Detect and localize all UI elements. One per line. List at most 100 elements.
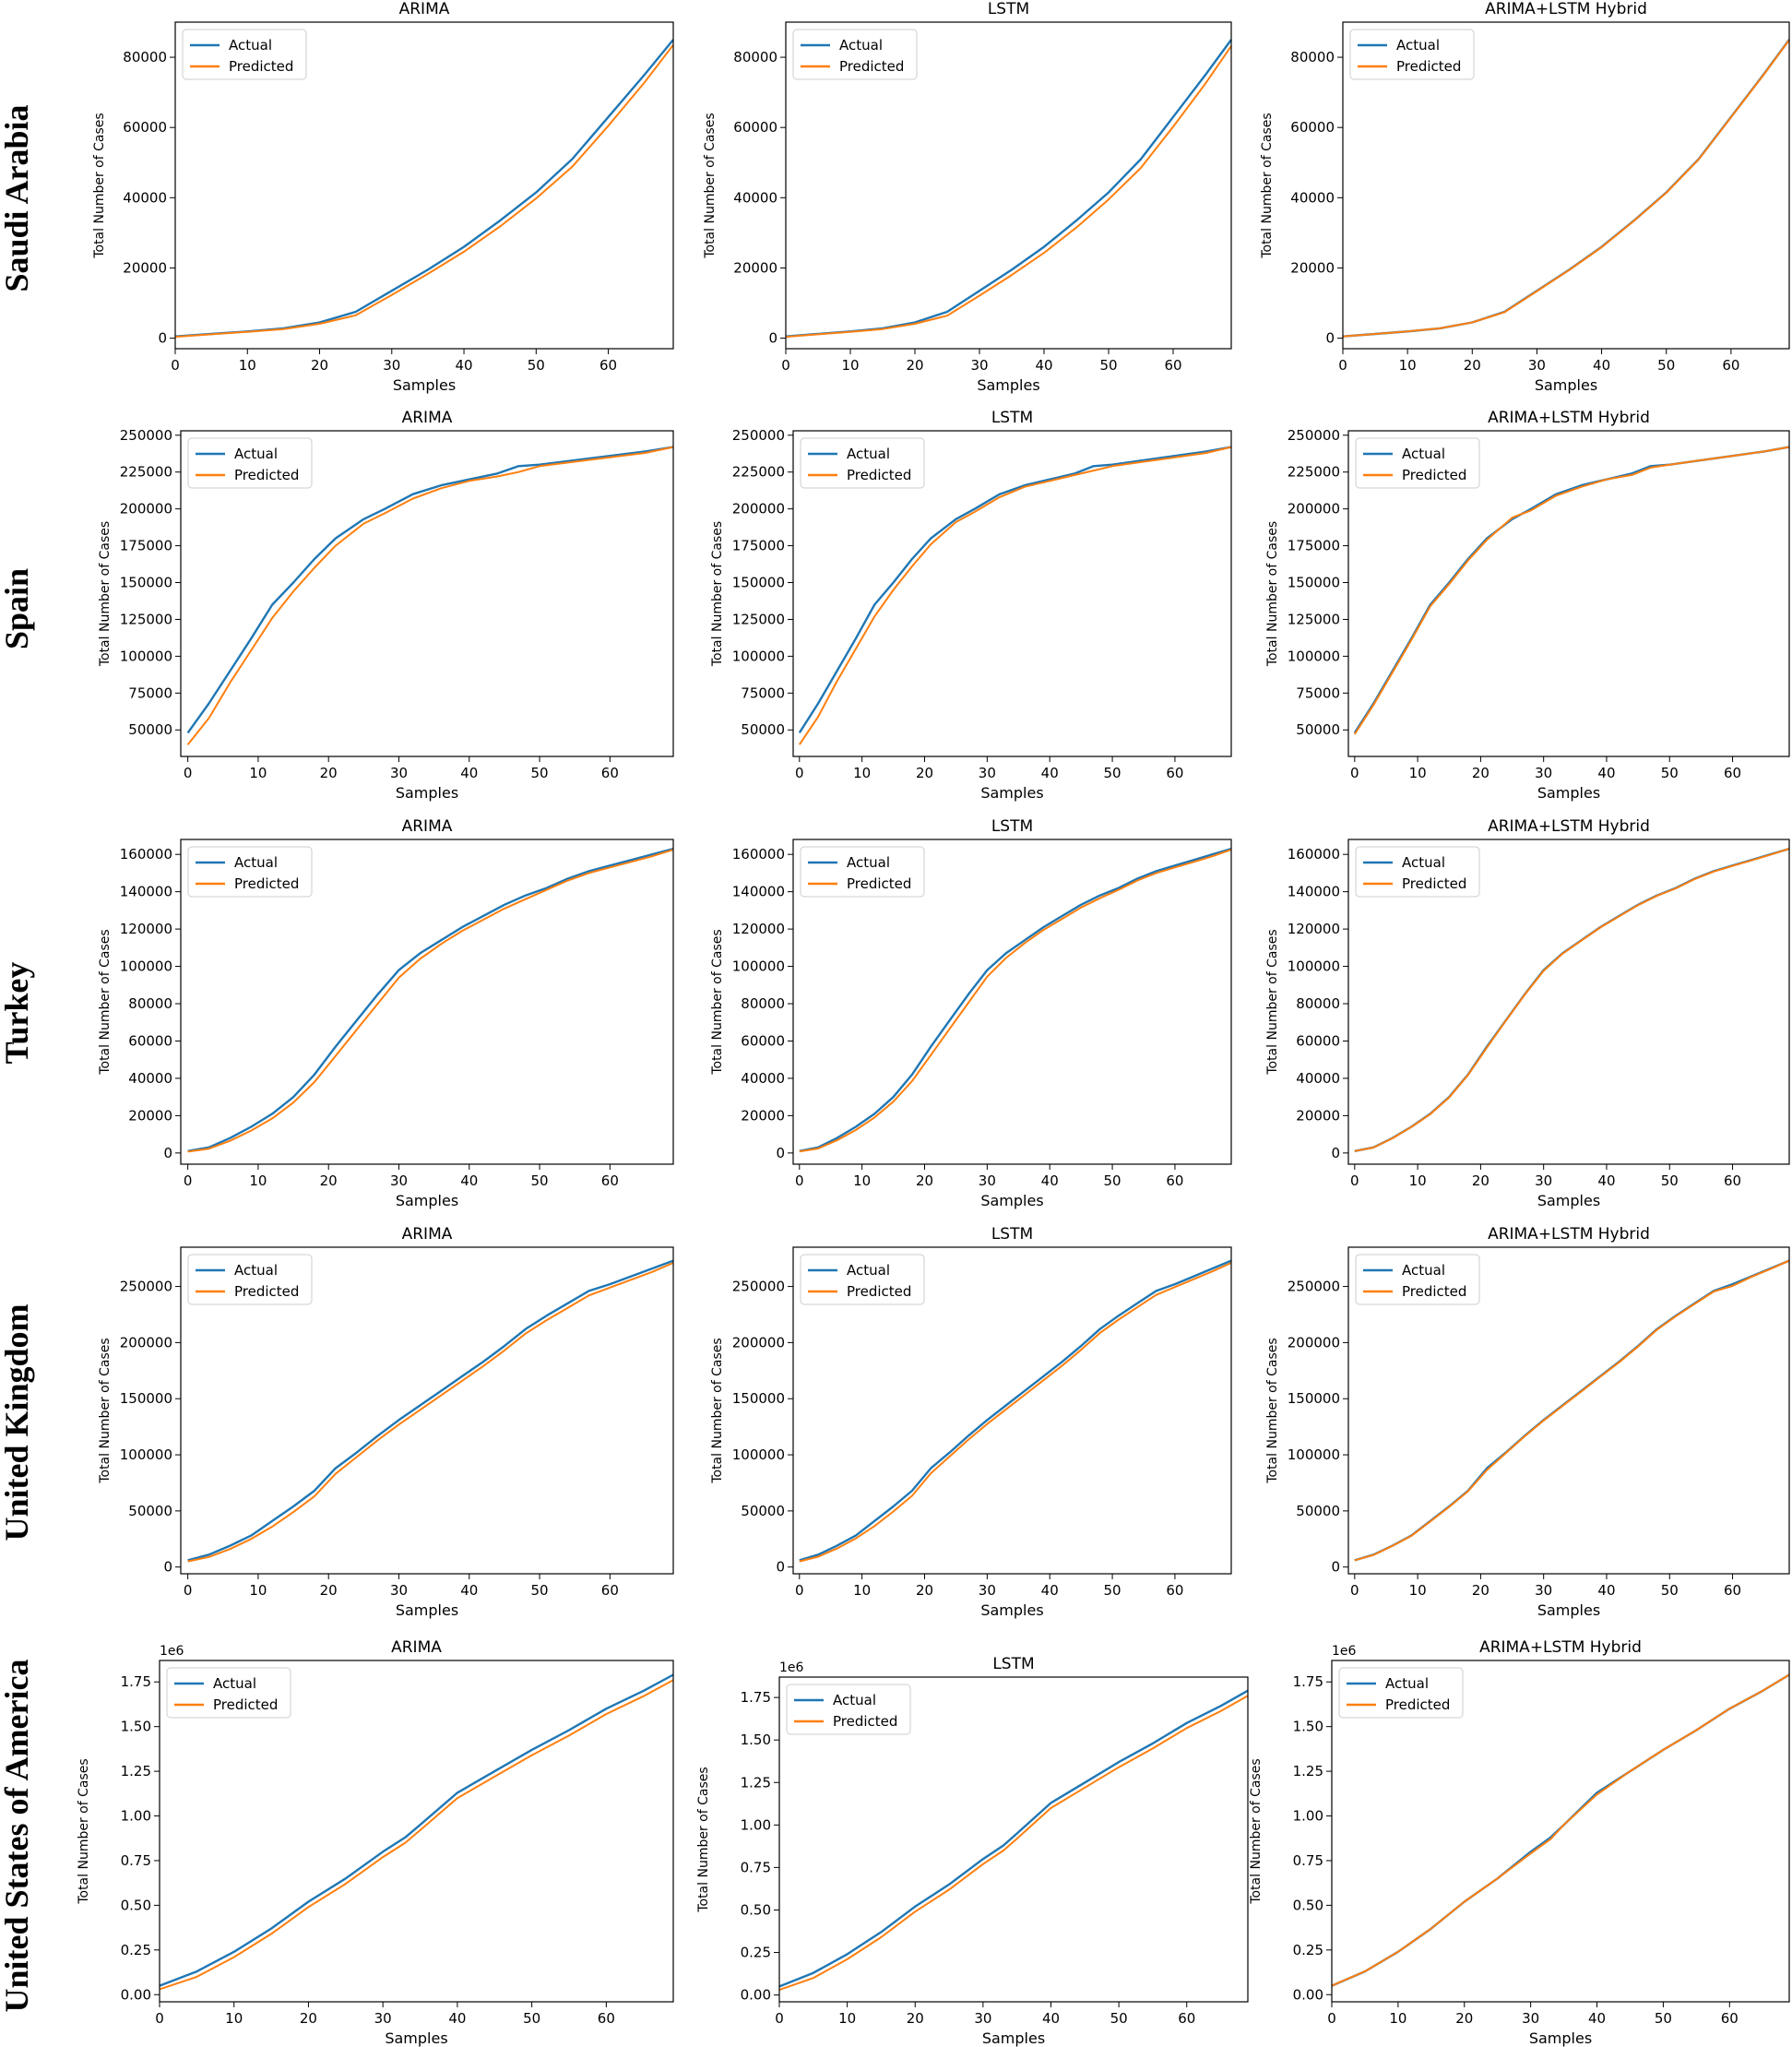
y-tick-label: 160000 (732, 846, 785, 863)
chart-spain-arima: ARIMA 0 10 20 30 40 50 60 50000 75000 100000 125000… (98, 409, 674, 802)
y-tick-label: 0 (768, 330, 777, 347)
y-tick-label: 100000 (732, 958, 785, 975)
x-tick-label: 60 (601, 765, 619, 781)
y-axis-label: Total Number of Cases (1260, 113, 1275, 258)
x-tick-label: 10 (225, 2010, 243, 2027)
x-tick-label: 60 (1722, 357, 1739, 374)
axes-frame (1331, 1660, 1790, 2003)
y-tick-label: 100000 (1288, 1446, 1340, 1463)
y-tick-label: 0.00 (121, 1986, 151, 2003)
y-axis-label: Total Number of Cases (1249, 1758, 1264, 1904)
legend: Actual Predicted (187, 1254, 313, 1305)
x-axis-label: Samples (980, 1601, 1043, 1619)
chart-united-states-of-america-arima-lstm-hybrid: ARIMA+LSTM Hybrid 0 10 20 30 40 50 60 0.00 0.25 0.… (1249, 1638, 1790, 2047)
legend-label-predicted: Predicted (1396, 58, 1461, 75)
x-tick-label: 40 (1593, 357, 1610, 374)
y-tick-label: 0.25 (121, 1942, 151, 1958)
x-tick-label: 20 (1472, 765, 1489, 781)
x-tick-label: 40 (460, 1172, 478, 1189)
y-tick-label: 225000 (1288, 464, 1340, 481)
x-tick-label: 0 (171, 357, 180, 374)
axes-frame (1347, 430, 1790, 757)
y-tick-label: 1.00 (121, 1808, 151, 1825)
axes-frame (159, 1660, 674, 2003)
y-tick-label: 1.25 (1293, 1763, 1323, 1779)
y-tick-label: 1.50 (741, 1732, 771, 1748)
x-tick-label: 20 (1464, 357, 1481, 374)
axes-frame (1342, 21, 1790, 350)
y-tick-label: 140000 (1288, 884, 1340, 900)
x-tick-label: 10 (1409, 765, 1427, 781)
y-tick-label: 80000 (733, 49, 777, 65)
y-tick-label: 60000 (123, 119, 167, 136)
y-tick-label: 100000 (1288, 958, 1340, 975)
chart-title: LSTM (991, 1225, 1033, 1244)
y-tick-label: 1.75 (1293, 1673, 1323, 1690)
y-tick-label: 160000 (120, 846, 172, 863)
chart-title: ARIMA (402, 817, 453, 836)
x-tick-label: 60 (1166, 765, 1183, 781)
x-tick-label: 0 (155, 2010, 164, 2027)
y-tick-label: 175000 (1288, 538, 1340, 554)
x-tick-label: 50 (531, 1172, 549, 1189)
legend-label-actual: Actual (1402, 1262, 1445, 1279)
y-axis-label: Total Number of Cases (703, 113, 718, 258)
y-axis-label: Total Number of Cases (1265, 521, 1280, 667)
chart-spain-arima-lstm-hybrid: ARIMA+LSTM Hybrid 0 10 20 30 40 50 60 50000 75000… (1265, 409, 1790, 802)
y-tick-label: 20000 (741, 1107, 785, 1124)
legend: Actual Predicted (800, 846, 925, 898)
x-tick-label: 40 (1041, 1172, 1059, 1189)
legend-label-predicted: Predicted (847, 1283, 911, 1300)
legend-label-predicted: Predicted (234, 1283, 299, 1300)
x-axis-label: Samples (1537, 1192, 1600, 1209)
x-tick-label: 20 (300, 2010, 317, 2027)
y-axis-label: Total Number of Cases (710, 1338, 725, 1483)
y-tick-label: 225000 (120, 464, 172, 481)
x-tick-label: 50 (1661, 1582, 1679, 1599)
x-tick-label: 30 (374, 2010, 392, 2027)
y-tick-label: 225000 (732, 464, 785, 481)
x-tick-label: 30 (1535, 1582, 1552, 1599)
x-tick-label: 30 (390, 1582, 408, 1599)
x-tick-label: 40 (455, 357, 472, 374)
y-tick-label: 200000 (120, 501, 172, 518)
legend-label-actual: Actual (229, 37, 272, 54)
chart-saudi-arabia-arima-lstm-hybrid: ARIMA+LSTM Hybrid 0 10 20 30 40 50 60 0 20000 4000… (1260, 0, 1790, 394)
legend-label-predicted: Predicted (234, 875, 299, 892)
axes-frame (1347, 839, 1790, 1165)
y-tick-label: 0.00 (741, 1987, 771, 2004)
chart-saudi-arabia-arima: ARIMA 0 10 20 30 40 50 60 0 20000 40000 60000 80000 S… (92, 0, 674, 394)
series-line-actual (186, 446, 674, 734)
legend: Actual Predicted (800, 1254, 925, 1305)
chart-spain-lstm: LSTM 0 10 20 30 40 50 60 50000 75000 100000 125000 1… (710, 409, 1232, 802)
x-axis-label: Samples (980, 1192, 1043, 1209)
chart-title: LSTM (992, 1655, 1034, 1673)
y-tick-label: 100000 (1288, 648, 1340, 664)
y-tick-label: 0 (776, 1145, 785, 1161)
axes-frame (792, 430, 1232, 757)
y-tick-label: 75000 (1296, 684, 1340, 701)
legend-label-predicted: Predicted (1402, 467, 1466, 483)
y-tick-label: 250000 (732, 427, 785, 444)
chart-title: LSTM (991, 817, 1033, 836)
chart-title: ARIMA+LSTM Hybrid (1488, 817, 1650, 836)
y-tick-label: 20000 (128, 1107, 172, 1124)
y-tick-label: 50000 (128, 721, 172, 738)
y-tick-label: 0.50 (121, 1897, 151, 1913)
chart-turkey-lstm: LSTM 0 10 20 30 40 50 60 0 20000 40000 60000 80000 10… (710, 817, 1232, 1209)
axes-frame (778, 1676, 1249, 2003)
x-tick-label: 30 (970, 357, 988, 374)
y-tick-label: 0 (163, 1145, 172, 1161)
x-tick-label: 30 (979, 1582, 996, 1599)
x-tick-label: 10 (838, 2010, 856, 2027)
legend-label-predicted: Predicted (1402, 875, 1466, 892)
chart-title: ARIMA+LSTM Hybrid (1488, 1225, 1650, 1244)
x-axis-label: Samples (980, 784, 1043, 802)
y-tick-label: 0 (158, 330, 167, 347)
y-axis-label: Total Number of Cases (98, 929, 113, 1075)
x-tick-label: 40 (1042, 2010, 1060, 2027)
x-tick-label: 20 (311, 357, 328, 374)
x-tick-label: 50 (1655, 2010, 1672, 2027)
legend-label-actual: Actual (234, 854, 278, 871)
y-tick-label: 0.25 (1293, 1942, 1323, 1958)
